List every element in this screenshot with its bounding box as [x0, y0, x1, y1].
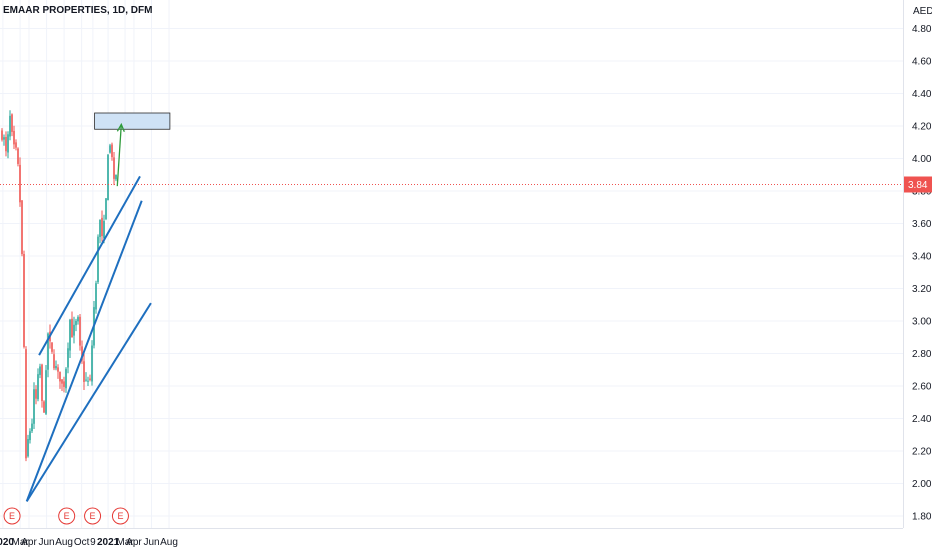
- candle-body: [95, 283, 97, 309]
- candle-body: [107, 155, 109, 200]
- candle-body: [111, 145, 113, 158]
- currency-label: AED: [913, 6, 932, 17]
- candle-body: [77, 317, 79, 321]
- candle-body: [19, 165, 21, 202]
- price-tick-label: 2.80: [912, 349, 932, 360]
- candle-body: [17, 148, 19, 163]
- candle-body: [115, 175, 117, 179]
- candle-body: [43, 401, 45, 412]
- candle-body: [33, 389, 35, 424]
- price-tick-label: 2.20: [912, 447, 932, 458]
- price-tick-label: 2.00: [912, 479, 932, 490]
- candle-body: [27, 439, 29, 456]
- candle-body: [75, 321, 77, 325]
- candle-body: [3, 137, 5, 139]
- candle-body: [71, 319, 73, 338]
- candle-body: [67, 348, 69, 367]
- candle-body: [7, 134, 9, 152]
- candle-body: [45, 370, 47, 414]
- candle-body: [25, 349, 27, 458]
- price-tick-label: 3.00: [912, 317, 932, 328]
- candle-body: [105, 198, 107, 219]
- candle-body: [87, 381, 89, 382]
- price-tick-label: 4.00: [912, 154, 932, 165]
- time-tick-label: Apr: [126, 537, 142, 548]
- earnings-event-label: E: [90, 511, 96, 521]
- time-tick-label: Oct: [74, 537, 90, 548]
- price-tick-label: 2.40: [912, 414, 932, 425]
- candle-body: [11, 114, 13, 132]
- price-tick-label: 4.60: [912, 57, 932, 68]
- price-tick-label: 4.40: [912, 89, 932, 100]
- candle-body: [21, 200, 23, 254]
- earnings-event-label: E: [64, 511, 70, 521]
- candle-body: [73, 325, 75, 336]
- candle-body: [59, 372, 61, 382]
- current-price-value: 3.84: [908, 180, 928, 191]
- symbol-title: EMAAR PROPERTIES, 1D, DFM: [3, 5, 152, 16]
- earnings-event-marker[interactable]: E: [112, 508, 128, 524]
- candle-body: [39, 366, 41, 374]
- earnings-event-label: E: [9, 511, 15, 521]
- time-tick-label: Aug: [55, 537, 73, 548]
- candle-body: [9, 116, 11, 137]
- candle-body: [97, 237, 99, 282]
- price-tick-label: 3.40: [912, 252, 932, 263]
- candle-body: [69, 320, 71, 351]
- candle-body: [15, 142, 17, 147]
- candle-body: [109, 145, 111, 152]
- earnings-event-label: E: [117, 511, 123, 521]
- time-tick-label: Jun: [143, 537, 159, 548]
- earnings-event-marker[interactable]: E: [4, 508, 20, 524]
- candle-body: [63, 381, 65, 387]
- candle-body: [57, 367, 59, 371]
- time-tick-label: Aug: [160, 537, 178, 548]
- candle-body: [89, 379, 91, 380]
- candle-body: [101, 218, 103, 236]
- candle-body: [5, 137, 7, 151]
- price-tick-label: 4.80: [912, 24, 932, 35]
- candle-body: [35, 389, 37, 398]
- earnings-event-marker[interactable]: E: [59, 508, 75, 524]
- price-tick-label: 2.60: [912, 382, 932, 393]
- time-tick-label: Jun: [39, 537, 55, 548]
- candle-body: [55, 366, 57, 368]
- candle-body: [85, 380, 87, 381]
- candle-body: [103, 221, 105, 238]
- candle-body: [113, 157, 115, 178]
- price-tick-label: 1.80: [912, 512, 932, 523]
- candle-body: [31, 424, 33, 431]
- candle-body: [53, 354, 55, 368]
- resistance-zone[interactable]: [95, 113, 170, 129]
- earnings-event-marker[interactable]: E: [85, 508, 101, 524]
- candle-body: [99, 220, 101, 237]
- time-tick-label: 9: [90, 537, 96, 548]
- candle-body: [1, 130, 3, 139]
- price-tick-label: 3.60: [912, 219, 932, 230]
- candle-body: [65, 369, 67, 388]
- candle-body: [79, 317, 81, 346]
- candle-body: [61, 379, 63, 383]
- candle-body: [29, 431, 31, 440]
- candle-body: [13, 131, 15, 144]
- candle-body: [37, 374, 39, 399]
- candle-body: [91, 346, 93, 382]
- time-tick-label: Apr: [21, 537, 37, 548]
- candle-body: [83, 361, 85, 382]
- price-tick-label: 3.20: [912, 284, 932, 295]
- price-tick-label: 4.20: [912, 122, 932, 133]
- candle-body: [41, 365, 43, 401]
- time-axis[interactable]: 2020MarAprJunAugOct92021MarAprJunAug: [0, 537, 178, 548]
- candle-body: [51, 342, 53, 351]
- candle-body: [23, 254, 25, 347]
